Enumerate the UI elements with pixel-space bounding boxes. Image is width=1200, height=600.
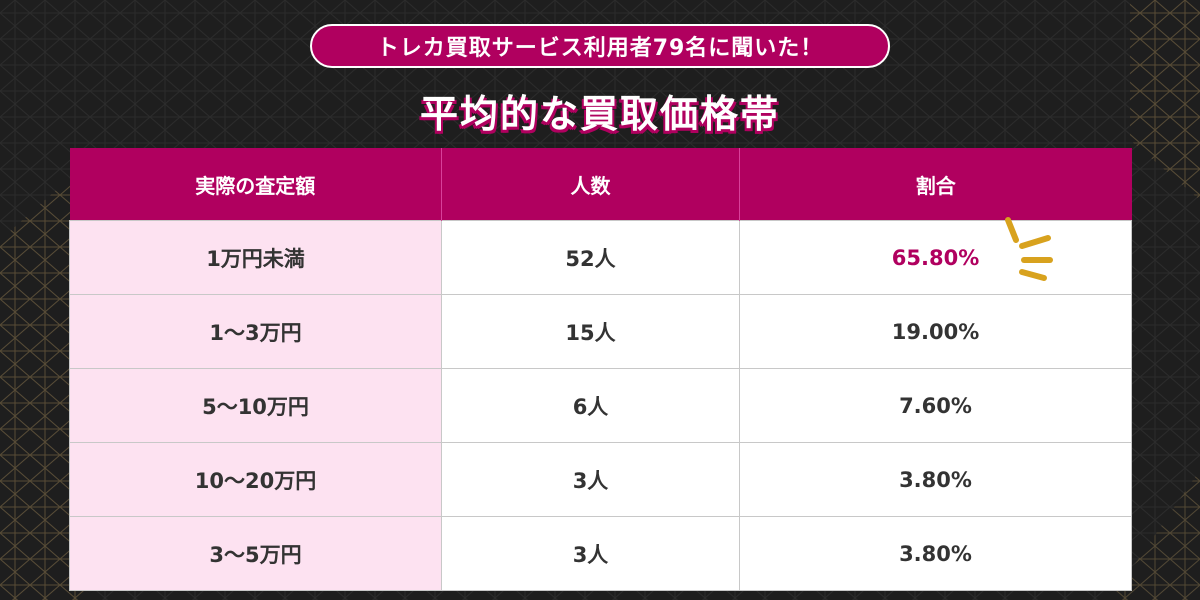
price-range-table: 実際の査定額 人数 割合 1万円未満 52人 65.80% 1～3万円 15人 … xyxy=(69,148,1132,591)
people-cell: 6人 xyxy=(441,368,740,443)
table-row: 3～5万円 3人 3.80% xyxy=(69,516,1132,591)
people-cell: 52人 xyxy=(441,220,740,295)
ratio-cell: 3.80% xyxy=(739,516,1132,591)
amount-cell: 10～20万円 xyxy=(69,442,442,517)
amount-cell: 5～10万円 xyxy=(69,368,442,443)
table-row: 1～3万円 15人 19.00% xyxy=(69,294,1132,369)
column-header-amount: 実際の査定額 xyxy=(69,148,442,221)
page-title: 平均的な買取価格帯 xyxy=(419,92,780,136)
table-row: 1万円未満 52人 65.80% xyxy=(69,220,1132,295)
survey-subtitle-pill: トレカ買取サービス利用者79名に聞いた！ xyxy=(310,24,890,68)
amount-cell: 1万円未満 xyxy=(69,220,442,295)
survey-subtitle: トレカ買取サービス利用者79名に聞いた！ xyxy=(376,36,824,61)
table-row: 5～10万円 6人 7.60% xyxy=(69,368,1132,443)
ratio-cell: 19.00% xyxy=(739,294,1132,369)
people-cell: 15人 xyxy=(441,294,740,369)
people-cell: 3人 xyxy=(441,516,740,591)
amount-cell: 1～3万円 xyxy=(69,294,442,369)
table-header-row: 実際の査定額 人数 割合 xyxy=(69,148,1132,221)
amount-cell: 3～5万円 xyxy=(69,516,442,591)
table-row: 10～20万円 3人 3.80% xyxy=(69,442,1132,517)
ratio-cell-highlight: 65.80% xyxy=(739,220,1132,295)
ratio-cell: 3.80% xyxy=(739,442,1132,517)
people-cell: 3人 xyxy=(441,442,740,517)
column-header-ratio: 割合 xyxy=(739,148,1132,221)
emphasis-rays-icon xyxy=(1005,217,1053,281)
column-header-people: 人数 xyxy=(441,148,740,221)
ratio-cell: 7.60% xyxy=(739,368,1132,443)
